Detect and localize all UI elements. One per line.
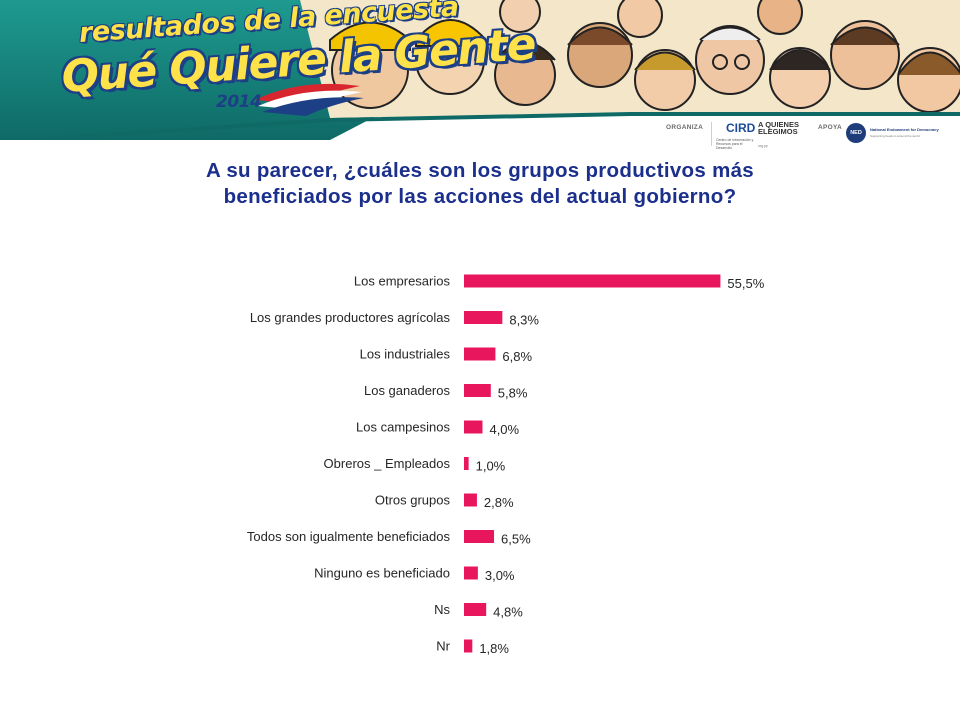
- value-label: 1,8%: [479, 641, 509, 656]
- banner-illustration: [0, 0, 960, 140]
- value-label: 4,0%: [489, 422, 519, 437]
- category-label: Ns: [434, 602, 450, 617]
- category-label: Todos son igualmente beneficiados: [247, 529, 451, 544]
- cird-logo: CIRD: [726, 121, 756, 135]
- value-label: 8,3%: [509, 313, 539, 328]
- survey-question: A su parecer, ¿cuáles son los grupos pro…: [206, 159, 754, 208]
- value-label: 3,0%: [485, 568, 515, 583]
- bar: [464, 420, 483, 434]
- value-label: 5,8%: [498, 386, 528, 401]
- bar: [464, 384, 491, 397]
- bar: [464, 347, 496, 361]
- header-banner: resultados de la encuesta Qué Quiere la …: [0, 0, 960, 140]
- bar: [464, 274, 721, 288]
- banner-year: 2014: [216, 92, 262, 112]
- cird-subtitle: Centro de Información y Recursos para el…: [716, 138, 754, 150]
- category-label: Los campesinos: [356, 420, 450, 435]
- ned-subtitle: Supporting freedom around the world: [870, 134, 920, 138]
- category-label: Los grandes productores agrícolas: [250, 310, 451, 325]
- category-label: Otros grupos: [375, 493, 451, 508]
- bar: [464, 493, 477, 507]
- bar: [464, 311, 503, 324]
- a-quienes-elegimos-suffix: org.py: [758, 144, 768, 148]
- category-label: Ninguno es beneficiado: [314, 566, 450, 581]
- value-label: 6,8%: [502, 349, 532, 364]
- bar: [464, 530, 495, 543]
- category-label: Los empresarios: [354, 274, 451, 289]
- sponsor-divider: [711, 122, 712, 146]
- ned-logo-icon: NED: [846, 123, 866, 143]
- bar: [464, 457, 469, 470]
- value-label: 6,5%: [501, 532, 531, 547]
- category-label: Los ganaderos: [364, 383, 451, 398]
- category-label: Nr: [436, 639, 450, 654]
- a-quienes-elegimos-logo: A QUIENES ELEGIMOS: [758, 120, 799, 136]
- bar: [464, 639, 473, 653]
- ned-name: National Endowment for Democracy: [870, 127, 939, 132]
- value-label: 55,5%: [727, 276, 764, 291]
- apoya-label: APOYA: [818, 124, 843, 131]
- bar-chart: Los empresarios 55,5% Los grandes producto…: [247, 274, 765, 657]
- value-label: 1,0%: [476, 459, 506, 474]
- category-label: Los industriales: [360, 347, 451, 362]
- bar: [464, 603, 487, 616]
- value-label: 4,8%: [493, 605, 523, 620]
- bar: [464, 566, 478, 580]
- category-label: Obreros _ Empleados: [324, 456, 451, 471]
- organiza-label: ORGANIZA: [666, 124, 704, 131]
- value-label: 2,8%: [484, 495, 514, 510]
